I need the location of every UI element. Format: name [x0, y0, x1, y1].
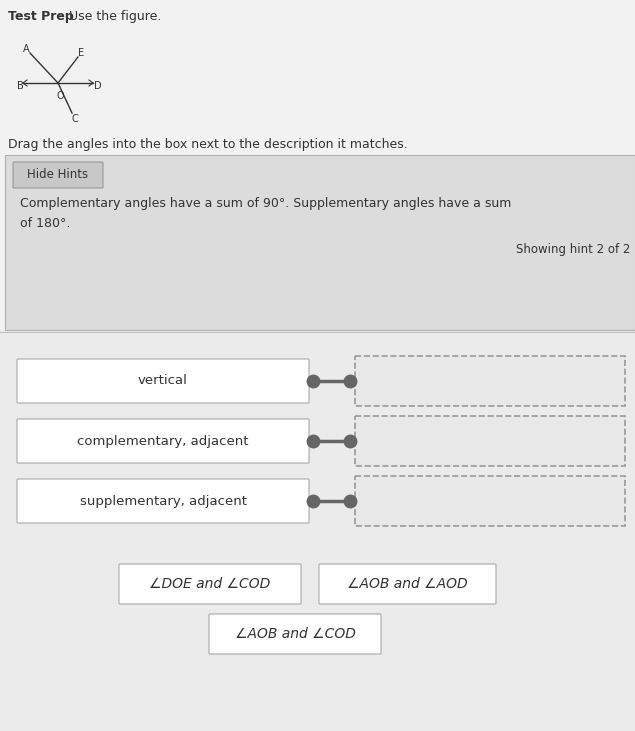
- Text: E: E: [78, 48, 84, 58]
- Text: C: C: [72, 114, 78, 124]
- Text: ∠AOB and ∠COD: ∠AOB and ∠COD: [234, 627, 356, 641]
- FancyBboxPatch shape: [5, 155, 635, 330]
- Text: ∠DOE and ∠COD: ∠DOE and ∠COD: [149, 577, 271, 591]
- FancyBboxPatch shape: [209, 614, 381, 654]
- Text: vertical: vertical: [138, 374, 188, 387]
- FancyBboxPatch shape: [17, 479, 309, 523]
- Text: Use the figure.: Use the figure.: [65, 10, 161, 23]
- Text: of 180°.: of 180°.: [20, 217, 70, 230]
- Text: D: D: [94, 81, 102, 91]
- Text: Hide Hints: Hide Hints: [27, 169, 88, 181]
- FancyBboxPatch shape: [17, 359, 309, 403]
- Text: B: B: [17, 81, 23, 91]
- FancyBboxPatch shape: [319, 564, 496, 604]
- Text: supplementary, adjacent: supplementary, adjacent: [79, 494, 246, 507]
- FancyBboxPatch shape: [355, 476, 625, 526]
- Text: O: O: [56, 91, 64, 101]
- FancyBboxPatch shape: [355, 356, 625, 406]
- FancyBboxPatch shape: [13, 162, 103, 188]
- FancyBboxPatch shape: [17, 419, 309, 463]
- Text: Test Prep: Test Prep: [8, 10, 74, 23]
- FancyBboxPatch shape: [119, 564, 301, 604]
- Text: ∠AOB and ∠AOD: ∠AOB and ∠AOD: [347, 577, 468, 591]
- FancyBboxPatch shape: [355, 416, 625, 466]
- Text: Showing hint 2 of 2: Showing hint 2 of 2: [516, 243, 630, 256]
- Text: Drag the angles into the box next to the description it matches.: Drag the angles into the box next to the…: [8, 138, 408, 151]
- FancyBboxPatch shape: [0, 0, 635, 330]
- Text: A: A: [23, 44, 29, 54]
- Text: Complementary angles have a sum of 90°. Supplementary angles have a sum: Complementary angles have a sum of 90°. …: [20, 197, 511, 210]
- Text: complementary, adjacent: complementary, adjacent: [77, 434, 249, 447]
